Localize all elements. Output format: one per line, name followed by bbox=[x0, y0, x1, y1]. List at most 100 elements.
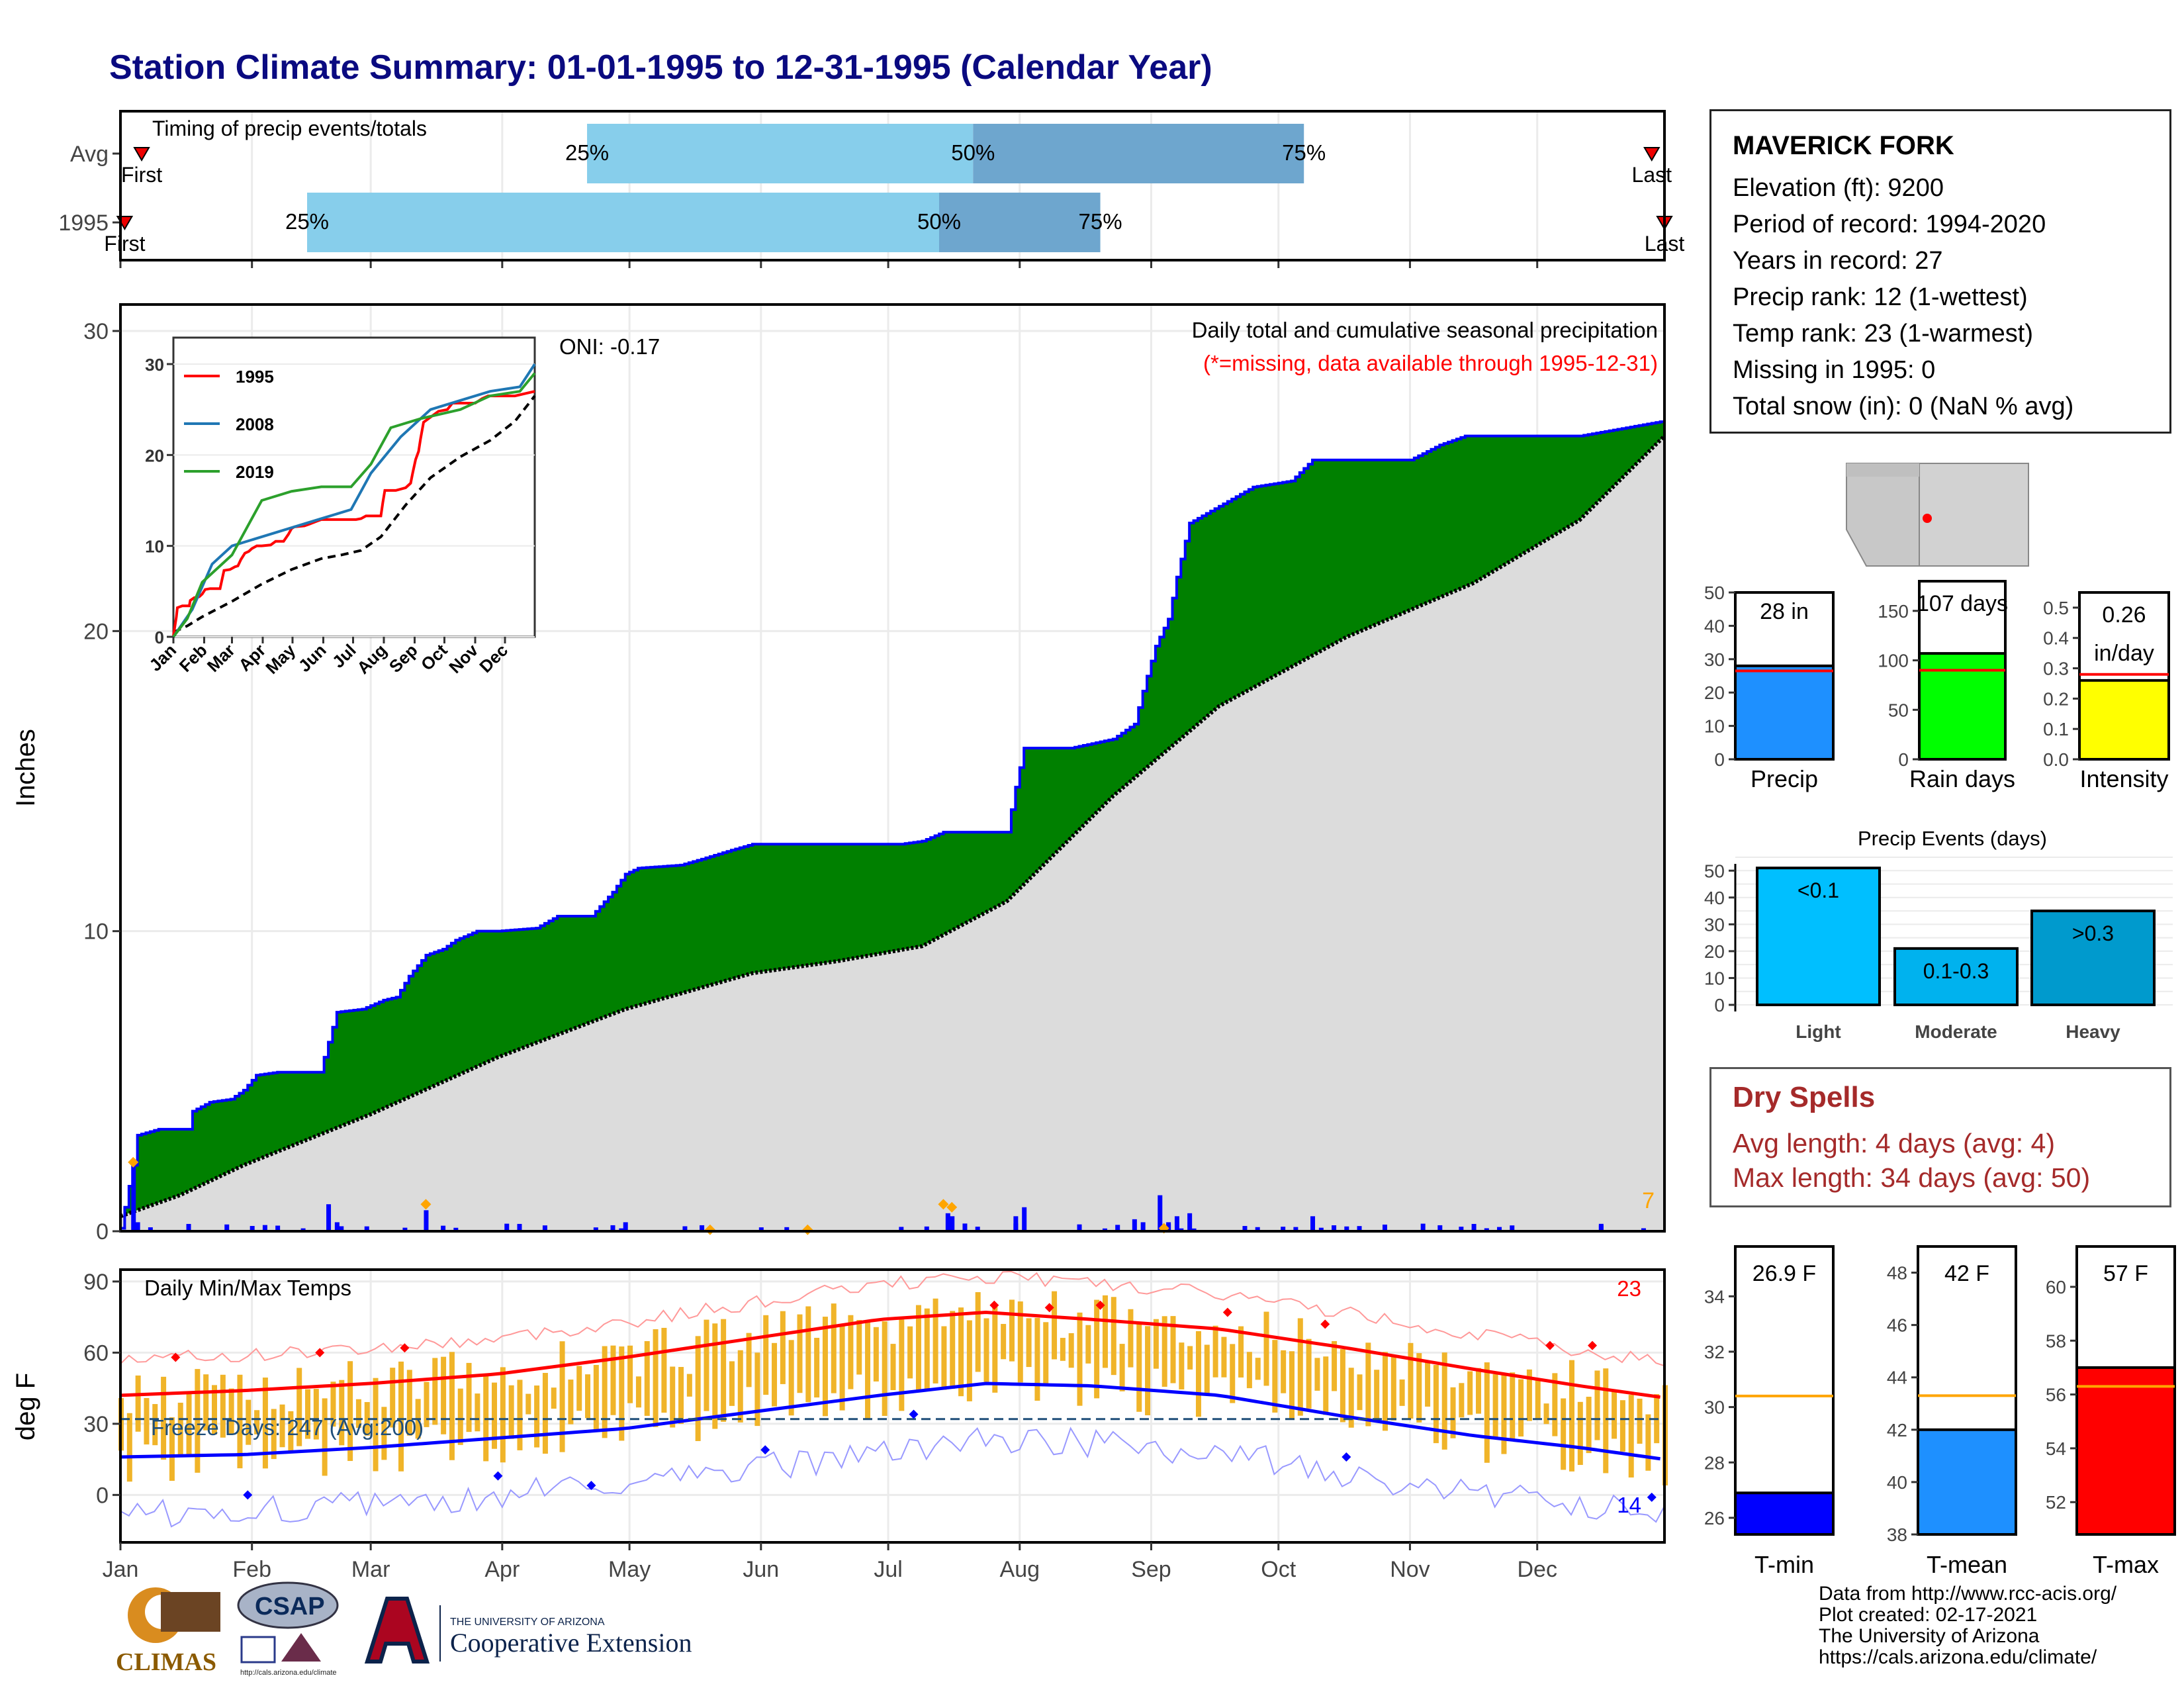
month-tick-label: Jan bbox=[103, 1557, 139, 1582]
precip-daily-bar bbox=[950, 1216, 955, 1231]
temps-daily-bar bbox=[1060, 1338, 1066, 1361]
temps-daily-bar bbox=[390, 1368, 396, 1428]
temps-daily-bar bbox=[441, 1356, 447, 1434]
timing-q75-label: 75% bbox=[1079, 209, 1122, 234]
precip-daily-bar bbox=[224, 1224, 230, 1231]
precip-annotation: Daily total and cumulative seasonal prec… bbox=[1192, 318, 1658, 342]
temps-daily-bar bbox=[347, 1361, 353, 1462]
temps-daily-bar bbox=[1628, 1395, 1634, 1477]
temps-count-cold: 14 bbox=[1617, 1493, 1641, 1517]
precip_total-value-label: 28 in bbox=[1760, 599, 1809, 624]
precip-daily-bar bbox=[1242, 1226, 1248, 1231]
temps-daily-bar bbox=[1255, 1358, 1261, 1380]
rain_days-value-label: 107 days bbox=[1917, 591, 2008, 616]
temps-daily-bar bbox=[1145, 1326, 1151, 1416]
temps-daily-bar bbox=[788, 1340, 794, 1416]
temps-daily-bar bbox=[950, 1311, 956, 1389]
precip-oni: ONI: -0.17 bbox=[559, 334, 660, 359]
month-tick-label: Nov bbox=[1390, 1557, 1430, 1582]
temps-daily-bar bbox=[1297, 1318, 1303, 1416]
temps-avg-max-line bbox=[120, 1310, 1661, 1399]
temps-daily-bar bbox=[1077, 1312, 1083, 1406]
precip-daily-bar bbox=[542, 1225, 547, 1231]
temps-daily-bar bbox=[551, 1387, 557, 1409]
temps-daily-bar bbox=[585, 1374, 591, 1419]
temps-daily-bar bbox=[576, 1366, 582, 1411]
timing-q25-label: 25% bbox=[285, 209, 329, 234]
events-y-tick-label: 10 bbox=[1704, 968, 1725, 988]
credit-line: Plot created: 02-17-2021 bbox=[1819, 1604, 2038, 1626]
temps-daily-bar bbox=[186, 1391, 192, 1455]
precip-daily-bar bbox=[250, 1226, 255, 1231]
temps-daily-bar bbox=[772, 1342, 778, 1407]
inset-y-tick-label: 10 bbox=[145, 537, 164, 557]
precip-corner-value: 7 bbox=[1642, 1188, 1655, 1213]
timing-q25-label: 25% bbox=[565, 140, 609, 165]
precip-daily-bar bbox=[1191, 1228, 1197, 1231]
map-arizona bbox=[1846, 463, 1920, 567]
events-bar-label: <0.1 bbox=[1797, 878, 1839, 902]
station-missing: Missing in 1995: 0 bbox=[1733, 356, 1936, 384]
temps-y-label: deg F bbox=[11, 1373, 40, 1440]
temps-daily-bar bbox=[195, 1369, 201, 1473]
temps-y-tick-label: 0 bbox=[96, 1483, 109, 1508]
rain_days-y-tick-label: 0 bbox=[1898, 749, 1909, 770]
precip-daily-bar bbox=[682, 1226, 688, 1231]
temps-daily-bar bbox=[805, 1306, 811, 1403]
credit-line: The University of Arizona bbox=[1819, 1625, 2040, 1647]
temps-daily-bar bbox=[831, 1303, 837, 1393]
precip-daily-bar bbox=[1293, 1227, 1298, 1231]
climas-logo: CLIMAS bbox=[116, 1587, 220, 1676]
temps-daily-bar bbox=[500, 1367, 506, 1463]
temps-y-tick-label: 60 bbox=[83, 1340, 109, 1366]
timing-last-marker bbox=[1643, 147, 1661, 162]
inset-y-tick-label: 0 bbox=[155, 628, 164, 647]
timing-q2-bar bbox=[973, 124, 1304, 183]
temps-daily-bar bbox=[339, 1380, 345, 1446]
intensity-y-tick-label: 0.2 bbox=[2043, 688, 2069, 709]
precip-daily-bar bbox=[1158, 1195, 1163, 1231]
precip-daily-bar bbox=[1022, 1207, 1027, 1231]
temps-daily-bar bbox=[1535, 1378, 1541, 1419]
tmean-value-label: 42 F bbox=[1944, 1261, 1989, 1286]
tmin-y-tick-label: 34 bbox=[1704, 1286, 1725, 1307]
temps-daily-bar bbox=[1340, 1349, 1345, 1423]
temps-daily-bar bbox=[933, 1298, 938, 1383]
temps-daily-bar bbox=[322, 1398, 328, 1476]
credit-line: https://cals.arizona.edu/climate/ bbox=[1819, 1646, 2097, 1668]
dry-spells-max: Max length: 34 days (avg: 50) bbox=[1733, 1162, 2091, 1193]
temps-daily-bar bbox=[152, 1404, 158, 1446]
temps-daily-bar bbox=[262, 1378, 268, 1469]
temps-daily-bar bbox=[1001, 1324, 1007, 1360]
timing-last-label: Last bbox=[1632, 163, 1672, 187]
temps-daily-bar bbox=[1543, 1403, 1549, 1425]
tmax-y-tick-label: 54 bbox=[2046, 1438, 2066, 1459]
precip_total-y-tick-label: 0 bbox=[1714, 749, 1725, 770]
temps-daily-bar bbox=[1348, 1368, 1354, 1428]
events-y-tick-label: 50 bbox=[1704, 861, 1725, 881]
ua-logo: THE UNIVERSITY OF ARIZONA Cooperative Ex… bbox=[364, 1597, 692, 1664]
temps-record-min-line bbox=[120, 1427, 1665, 1528]
temps-daily-bar bbox=[237, 1374, 243, 1469]
events-bar-label: 0.1-0.3 bbox=[1923, 959, 1989, 983]
csap-url: http://cals.arizona.edu/climate bbox=[240, 1669, 337, 1677]
temps-daily-bar bbox=[424, 1382, 430, 1427]
precip-daily-bar bbox=[453, 1227, 459, 1231]
temps-daily-bar bbox=[161, 1376, 167, 1460]
temps-count-hot: 23 bbox=[1617, 1276, 1641, 1301]
temps-daily-bar bbox=[593, 1364, 599, 1432]
temps-daily-bar bbox=[602, 1346, 608, 1438]
temps-freeze-label: Freeze Days: 247 (Avg:200) bbox=[151, 1415, 424, 1440]
temps-daily-bar bbox=[746, 1333, 752, 1387]
temps-record-high-marker bbox=[1044, 1303, 1054, 1313]
timing-q50-label: 50% bbox=[917, 209, 961, 234]
month-tick-label: Dec bbox=[1517, 1557, 1557, 1582]
temps-daily-bar bbox=[797, 1314, 803, 1393]
temps-daily-bar bbox=[1128, 1309, 1134, 1368]
month-tick-label: Feb bbox=[232, 1557, 271, 1582]
events-y-tick-label: 20 bbox=[1704, 941, 1725, 962]
inset-avg-line bbox=[173, 395, 536, 633]
temps-daily-bar bbox=[1433, 1364, 1439, 1444]
temps-daily-bar bbox=[1204, 1344, 1210, 1395]
temps-daily-bar bbox=[313, 1389, 319, 1440]
